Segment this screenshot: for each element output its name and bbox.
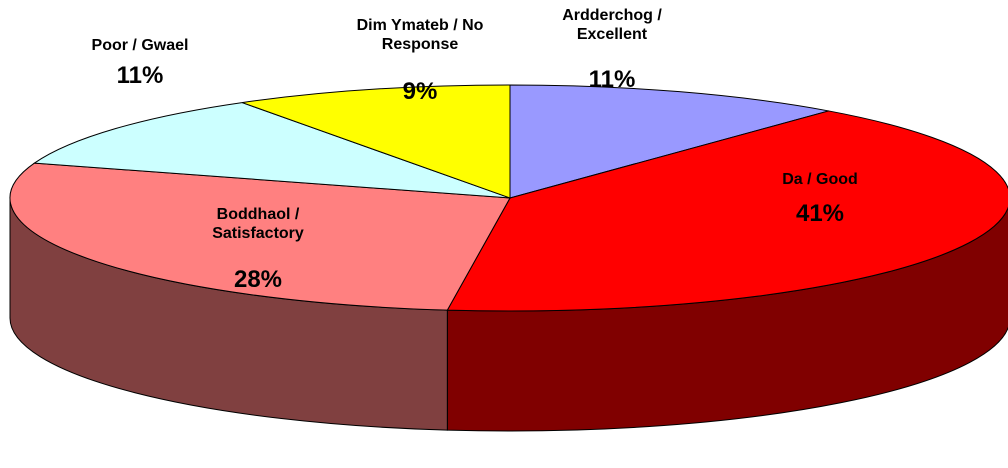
slice-value-label: 41% [795,200,845,227]
slice-label: Ardderchog / Excellent [562,7,662,43]
slice [509,84,829,199]
slice-label: Poor / Gwael [91,37,189,54]
slice-label: Dim Ymateb / No Response [356,17,484,53]
slice [33,102,511,199]
slice-label: Da / Good [782,171,858,188]
slice-value-label: 9% [402,78,438,105]
slice-value-label: 11% [588,66,636,93]
slice-value-label: 28% [233,266,283,293]
slice-value-label: 11% [116,62,164,89]
slice [446,110,1008,312]
slice [241,84,511,199]
slice-label: Boddhaol / Satisfactory [212,206,304,242]
slice [9,162,511,311]
